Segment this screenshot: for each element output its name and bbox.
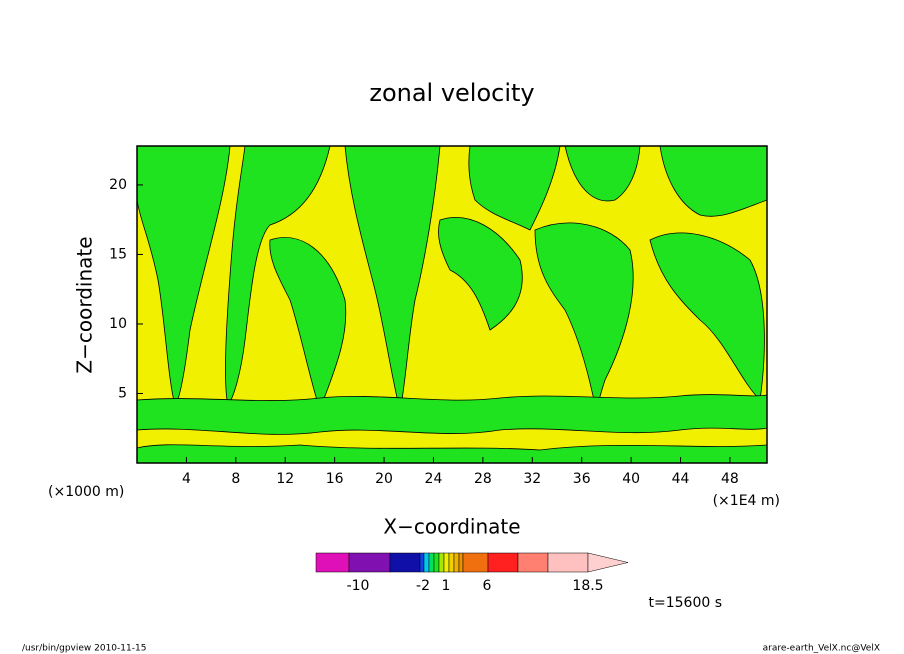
x-tick-label: 40: [622, 471, 640, 487]
contour-region: [564, 146, 641, 202]
x-tick-label: 4: [182, 471, 191, 487]
colorbar-box: [487, 552, 519, 573]
y-tick-label: 20: [109, 177, 127, 193]
colorbar-box: [462, 552, 489, 573]
x-tick-label: 16: [326, 471, 344, 487]
y-tick-label: 10: [109, 316, 127, 332]
colorbar-label: -2: [416, 578, 430, 594]
x-unit-label: (×1E4 m): [713, 493, 780, 509]
x-tick-label: 24: [425, 471, 443, 487]
y-tick-label: 5: [118, 385, 127, 401]
x-axis-label: X−coordinate: [383, 515, 520, 539]
x-tick-label: 8: [231, 471, 240, 487]
plot-frame: [136, 145, 768, 464]
x-tick-label: 28: [474, 471, 492, 487]
footer-right: arare-earth_VelX.nc@VelX: [763, 644, 880, 654]
colorbar-box: [458, 552, 464, 573]
x-tick-label: 36: [573, 471, 591, 487]
colorbar-label: -10: [347, 578, 370, 594]
colorbar-box: [315, 552, 350, 573]
colorbar-box: [448, 552, 455, 573]
contour-region: [438, 217, 523, 331]
colorbar-arrow: [587, 552, 629, 573]
x-tick-label: 32: [523, 471, 541, 487]
x-tick-label: 12: [276, 471, 294, 487]
contour-region: [468, 146, 561, 231]
colorbar-box: [547, 552, 589, 573]
contour-region: [225, 146, 331, 406]
colorbar-box: [423, 552, 430, 573]
contour-region: [534, 222, 634, 412]
colorbar-box: [348, 552, 391, 573]
contour-region: [137, 427, 767, 451]
colorbar-box: [419, 552, 425, 573]
colorbar-label: 6: [483, 578, 492, 594]
colorbar-box: [517, 552, 549, 573]
time-label: t=15600 s: [649, 595, 723, 611]
contour-region: [649, 232, 765, 401]
colorbar-label: 1: [442, 578, 451, 594]
y-unit-label: (×1000 m): [48, 484, 124, 500]
colorbar-box: [438, 552, 445, 573]
footer-left: /usr/bin/gpview 2010-11-15: [22, 644, 146, 654]
colorbar-box: [433, 552, 440, 573]
colorbar-box: [389, 552, 421, 573]
x-tick-label: 20: [375, 471, 393, 487]
colorbar-box: [443, 552, 450, 573]
colorbar-label: 18.5: [572, 578, 603, 594]
contour-region: [659, 146, 767, 217]
x-tick-label: 44: [672, 471, 690, 487]
colorbar-box: [453, 552, 460, 573]
colorbar-box: [428, 552, 435, 573]
contour-field: [136, 145, 768, 464]
y-axis-label: Z−coordinate: [73, 236, 97, 373]
y-tick-label: 15: [109, 246, 127, 262]
x-tick-label: 48: [721, 471, 739, 487]
contour-region: [137, 394, 767, 463]
chart-title: zonal velocity: [369, 79, 534, 107]
